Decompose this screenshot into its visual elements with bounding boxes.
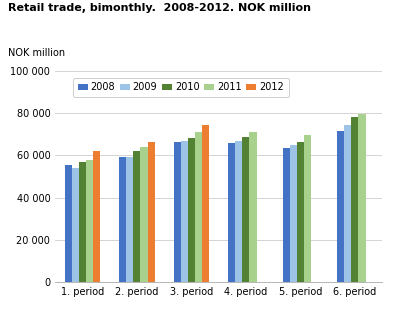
Bar [126, 158, 134, 282]
Bar [351, 117, 359, 282]
Bar [174, 142, 181, 282]
Bar [202, 125, 209, 282]
Bar [359, 114, 366, 282]
Bar [242, 137, 249, 282]
Bar [79, 162, 86, 282]
Bar [119, 158, 126, 282]
Bar [304, 135, 311, 282]
Bar [181, 141, 188, 282]
Text: NOK million: NOK million [8, 48, 65, 58]
Bar [249, 132, 256, 282]
Bar [344, 125, 351, 282]
Bar [195, 132, 202, 282]
Bar [297, 142, 304, 282]
Text: Retail trade, bimonthly.  2008-2012. NOK million: Retail trade, bimonthly. 2008-2012. NOK … [8, 3, 311, 13]
Bar [140, 147, 147, 282]
Bar [337, 131, 344, 282]
Bar [86, 160, 93, 282]
Bar [188, 138, 195, 282]
Bar [283, 148, 290, 282]
Bar [72, 168, 79, 282]
Bar [290, 145, 297, 282]
Bar [65, 165, 72, 282]
Bar [228, 143, 235, 282]
Bar [93, 151, 100, 282]
Legend: 2008, 2009, 2010, 2011, 2012: 2008, 2009, 2010, 2011, 2012 [73, 78, 289, 97]
Bar [147, 142, 154, 282]
Bar [235, 141, 242, 282]
Bar [134, 151, 140, 282]
